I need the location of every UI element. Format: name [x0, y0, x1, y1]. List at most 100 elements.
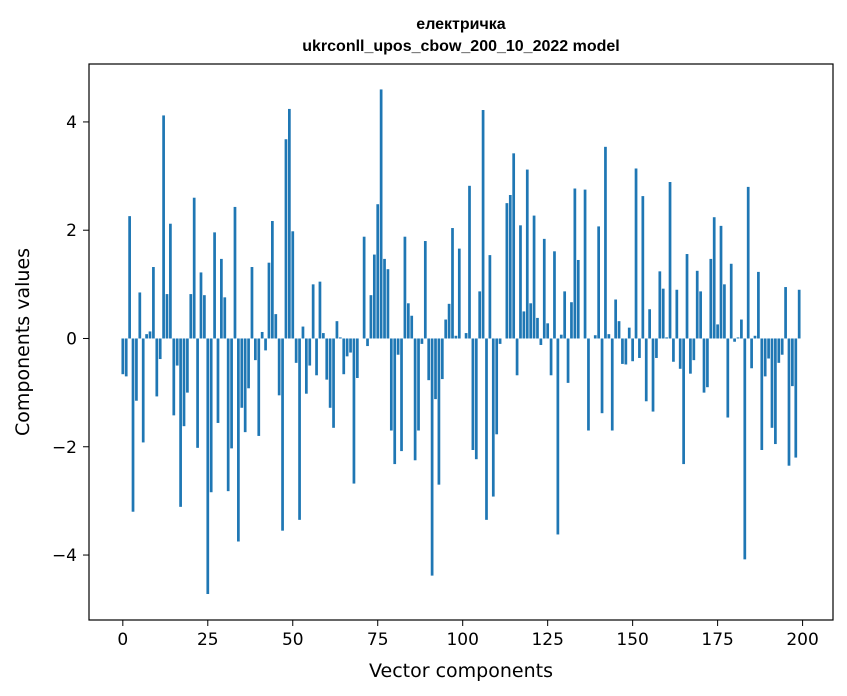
bar: [288, 108, 291, 339]
bar: [750, 338, 753, 369]
bar: [267, 262, 271, 339]
bar: [702, 338, 706, 393]
bar: [196, 338, 199, 448]
bar: [182, 338, 186, 427]
bar: [243, 338, 247, 433]
bar: [726, 338, 730, 418]
bar: [471, 338, 475, 450]
bar: [610, 338, 614, 431]
bar: [342, 338, 346, 375]
bar: [587, 338, 590, 431]
bar: [468, 185, 471, 339]
bar: [593, 335, 597, 339]
bar: [668, 182, 672, 339]
bar: [321, 333, 325, 339]
bar: [600, 338, 604, 414]
bar: [791, 338, 794, 387]
x-tick-label: 100: [446, 630, 478, 650]
bar: [729, 263, 733, 339]
bar: [172, 338, 176, 416]
bar: [716, 324, 719, 339]
bar: [760, 338, 764, 450]
bar: [189, 294, 193, 339]
bar: [542, 238, 546, 339]
bar: [508, 195, 512, 339]
bar: [410, 315, 414, 339]
bar: [199, 272, 203, 339]
bar: [753, 335, 757, 339]
bar: [777, 338, 781, 363]
bar: [607, 334, 611, 339]
bar: [638, 338, 641, 358]
bar: [376, 204, 380, 339]
bar: [559, 334, 563, 339]
bar: [736, 337, 740, 339]
bar: [284, 139, 288, 339]
bar: [672, 338, 675, 362]
bar: [454, 335, 458, 339]
bar: [128, 216, 131, 339]
bar: [692, 338, 696, 361]
chart-title-line1: електричка: [416, 16, 506, 33]
bar: [763, 338, 767, 377]
bar: [335, 321, 339, 339]
bars-group: [121, 89, 801, 595]
bar: [254, 338, 257, 361]
bar: [437, 338, 441, 485]
bar: [396, 338, 400, 355]
bar: [274, 314, 278, 339]
bar: [553, 251, 556, 339]
bar: [546, 323, 550, 339]
bar: [291, 231, 295, 339]
bar: [570, 302, 573, 339]
bar: [209, 338, 213, 493]
bar: [583, 189, 587, 339]
bar: [186, 338, 189, 393]
bar: [770, 338, 774, 428]
bar: [740, 319, 743, 339]
bar: [403, 236, 407, 339]
plot-frame: [88, 63, 834, 621]
bar: [488, 255, 492, 339]
x-tick-label: 150: [616, 630, 648, 650]
bar: [665, 337, 668, 339]
bar: [124, 338, 128, 377]
bar: [794, 338, 798, 458]
bar: [457, 248, 461, 339]
bar: [505, 203, 509, 339]
bar: [423, 241, 427, 339]
bar: [260, 331, 264, 339]
x-tick-label: 50: [282, 630, 304, 650]
bar: [169, 223, 172, 339]
bar: [529, 303, 533, 339]
bar: [386, 269, 390, 339]
bar: [539, 338, 543, 345]
bar: [780, 338, 784, 355]
bar: [393, 338, 397, 465]
bar: [491, 338, 495, 497]
x-tick-label: 125: [531, 630, 563, 650]
bar: [655, 338, 658, 358]
bar: [271, 221, 274, 339]
bar: [237, 338, 240, 542]
bar: [621, 338, 624, 364]
bar: [352, 338, 356, 484]
bar: [661, 288, 665, 339]
y-tick-label: −2: [52, 438, 77, 458]
bar: [131, 338, 135, 512]
bar: [706, 338, 709, 388]
bar: [216, 338, 220, 423]
bar: [787, 338, 791, 466]
bar: [427, 338, 431, 381]
bar: [651, 338, 655, 412]
bar: [240, 338, 244, 408]
bar: [206, 338, 210, 595]
bar: [474, 338, 478, 460]
y-tick-label: 0: [66, 329, 77, 349]
y-axis: −4 −2 0 2 4: [52, 113, 89, 566]
bar: [420, 338, 424, 344]
bar: [434, 338, 437, 400]
bar: [774, 338, 777, 445]
bar: [379, 89, 383, 339]
bar: [723, 284, 726, 339]
